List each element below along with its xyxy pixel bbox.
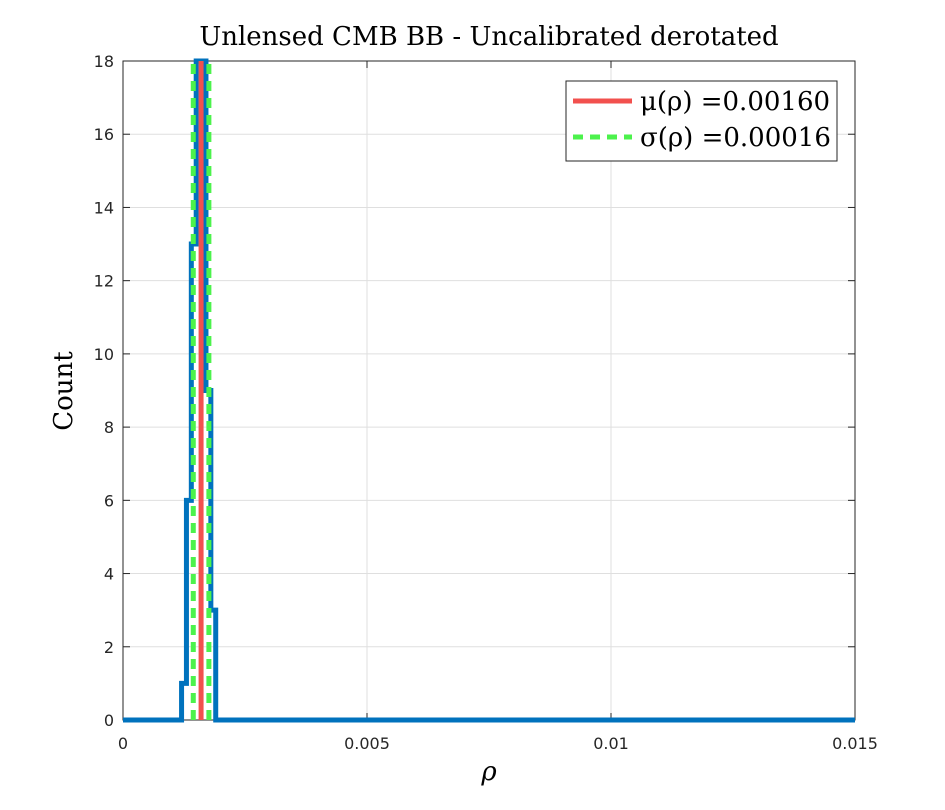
legend-std-label: σ(ρ) =0.00016 [640,123,831,153]
y-tick-label: 4 [104,565,114,584]
x-tick-label: 0.005 [344,734,390,753]
x-tick-label: 0.015 [832,734,878,753]
chart-marks [123,58,855,723]
y-tick-label: 10 [94,345,114,364]
y-axis-label: Count [49,351,79,431]
x-tick-label: 0.01 [593,734,629,753]
y-tick-label: 2 [104,638,114,657]
legend-mean-label: μ(ρ) =0.00160 [640,87,830,117]
legend-box [565,80,838,162]
y-tick-label: 12 [94,272,114,291]
x-axis-label: ρ [480,757,497,787]
x-tick-label: 0 [118,734,128,753]
y-tick-label: 0 [104,711,114,730]
y-tick-label: 14 [94,198,114,217]
legend: μ(ρ) =0.00160 σ(ρ) =0.00016 [565,80,838,162]
chart-title: Unlensed CMB BB - Uncalibrated derotated [199,22,778,52]
tick-labels: 0 0.005 0.01 0.015 0 2 4 6 8 10 12 14 16 18 [94,52,878,753]
y-tick-label: 16 [94,125,114,144]
y-tick-label: 6 [104,491,114,510]
y-tick-label: 18 [94,52,114,71]
y-tick-label: 8 [104,418,114,437]
